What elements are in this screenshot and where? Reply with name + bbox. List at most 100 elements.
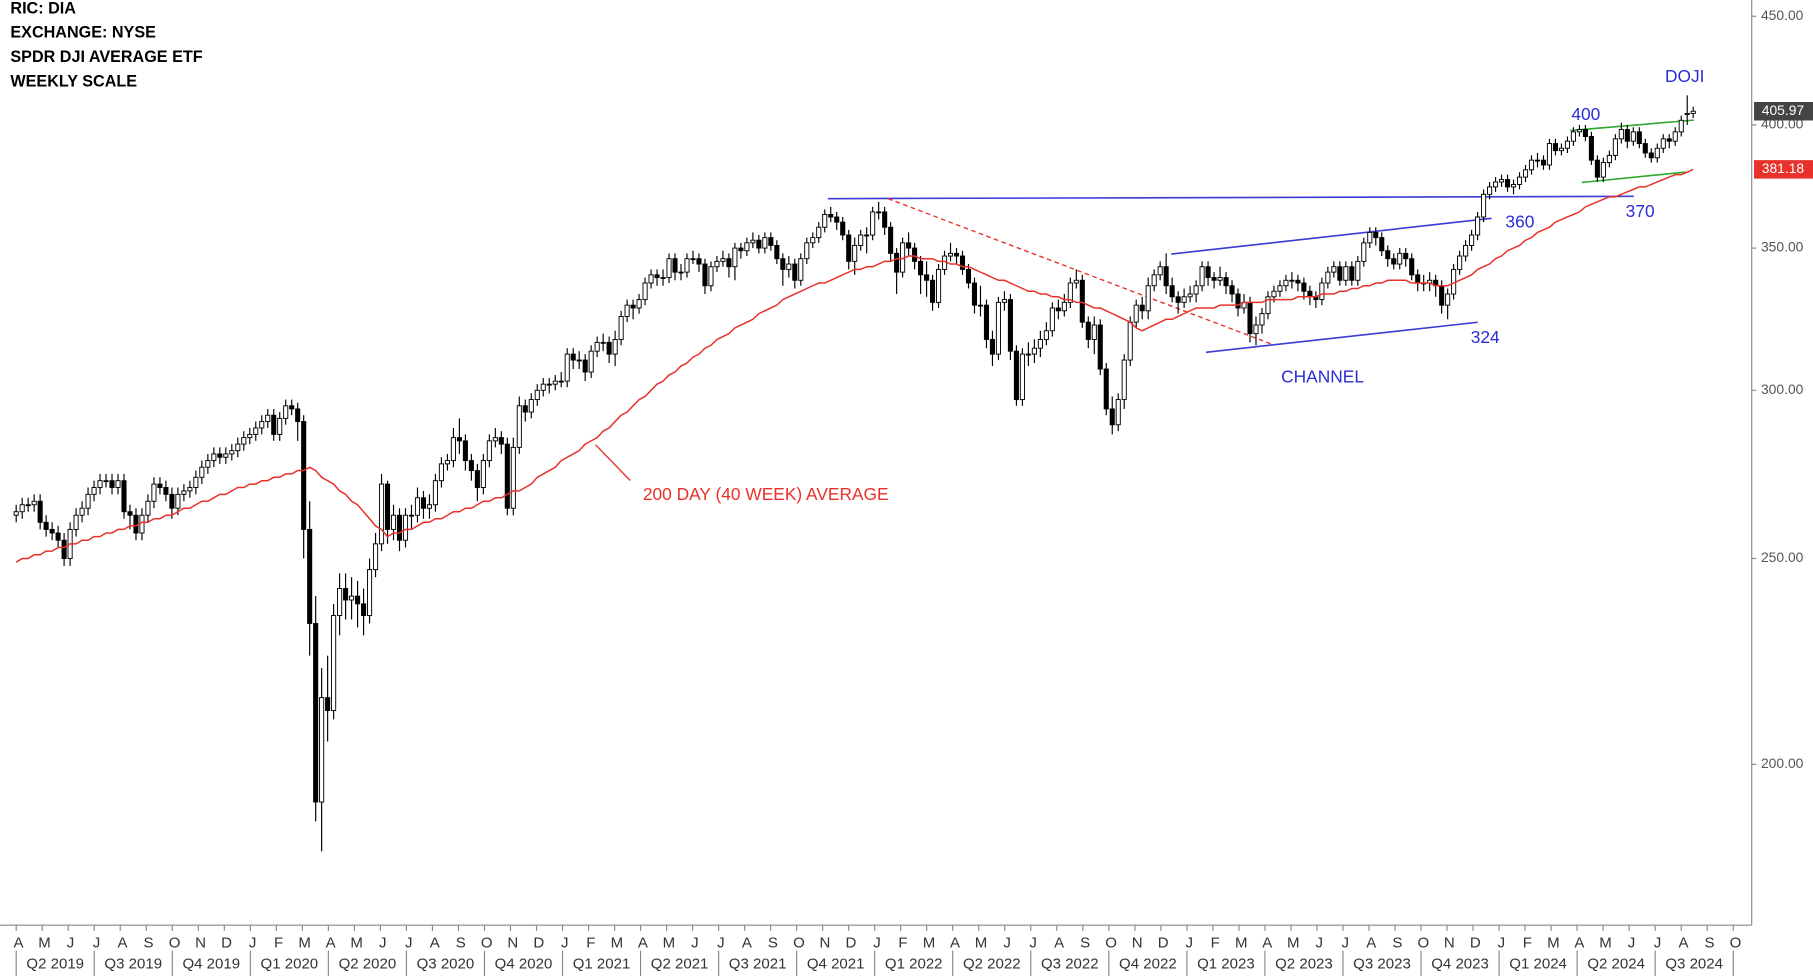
month-label: D	[1470, 935, 1481, 952]
month-label: J	[1185, 935, 1193, 952]
month-label: M	[1287, 935, 1300, 952]
quarter-label: Q1 2020	[261, 955, 319, 972]
candle-body	[1684, 112, 1690, 116]
candle-body	[564, 353, 570, 382]
candle-body	[1594, 159, 1600, 178]
candle-body	[1187, 293, 1193, 298]
candle-body	[810, 237, 816, 244]
candle-body	[1624, 129, 1630, 142]
channel-lower	[1205, 321, 1478, 354]
quarter-label: Q4 2023	[1431, 955, 1489, 972]
resistance-line	[827, 195, 1634, 200]
quarter-label: Q3 2019	[104, 955, 162, 972]
quarter-label: Q1 2024	[1509, 955, 1567, 972]
candle-body	[307, 528, 313, 624]
candle-body	[1343, 266, 1349, 281]
quarter-label: Q2 2019	[26, 955, 84, 972]
candle-body	[1007, 299, 1013, 352]
quarter-label: Q3 2023	[1353, 955, 1411, 972]
month-label: M	[1235, 935, 1248, 952]
candle-body	[690, 258, 696, 261]
candle-body	[1666, 138, 1672, 142]
candle-body	[1265, 296, 1271, 315]
candle-body	[402, 514, 409, 541]
month-label: A	[1574, 935, 1584, 952]
quarter-label: Q4 2019	[182, 955, 240, 972]
candle-body	[570, 353, 576, 361]
candle-body	[552, 380, 558, 385]
candle-body	[103, 480, 109, 483]
candle-body	[750, 239, 756, 244]
candle-body	[1618, 129, 1624, 140]
drawings	[594, 119, 1694, 481]
quarter-label: Q4 2022	[1119, 955, 1177, 972]
candle-body	[289, 405, 295, 410]
candle-body	[876, 211, 882, 214]
quarter-label: Q1 2023	[1197, 955, 1255, 972]
month-label: M	[350, 935, 363, 952]
month-label: A	[430, 935, 440, 952]
ma-price-label: 381.18	[1762, 160, 1805, 176]
month-label: O	[1105, 935, 1117, 952]
quarter-label: Q3 2021	[729, 955, 787, 972]
month-label: D	[533, 935, 544, 952]
candle-body	[1259, 313, 1265, 326]
candle-body	[91, 487, 97, 495]
candle-body	[1253, 324, 1259, 335]
candle-body	[606, 341, 612, 355]
header: RIC: DIA EXCHANGE: NYSE SPDR DJI AVERAGE…	[10, 0, 202, 90]
candle-body	[378, 483, 385, 545]
month-label: M	[975, 935, 988, 952]
candle-body	[702, 263, 708, 287]
candle-body	[816, 226, 822, 239]
candle-body	[953, 252, 960, 257]
candle-body	[630, 304, 636, 309]
candle-body	[762, 237, 768, 249]
candle-body	[576, 359, 582, 362]
candle-body	[1139, 304, 1145, 312]
candle-body	[828, 213, 834, 218]
candle-body	[930, 279, 936, 303]
candle-body	[325, 697, 331, 712]
trend-line	[887, 198, 1273, 345]
month-label: N	[195, 935, 206, 952]
month-label: J	[1342, 935, 1350, 952]
candle-body	[1564, 140, 1570, 149]
month-label: J	[561, 935, 569, 952]
month-label: S	[1705, 935, 1715, 952]
candle-body	[1654, 147, 1660, 159]
candle-body	[1073, 279, 1079, 284]
month-label: O	[793, 935, 805, 952]
quarter-label: Q4 2020	[495, 955, 553, 972]
quarter-label: Q1 2022	[885, 955, 943, 972]
candle-body	[660, 277, 666, 279]
annotation: 400	[1571, 104, 1600, 124]
ma-price-label-box	[1754, 160, 1813, 179]
candle-body	[1307, 290, 1313, 298]
candle-body	[618, 315, 624, 340]
month-label: J	[249, 935, 257, 952]
candle-body	[337, 588, 343, 617]
candle-body	[1037, 338, 1043, 349]
candle-body	[965, 268, 972, 284]
candle-body	[271, 414, 277, 435]
candle-body	[73, 514, 79, 530]
month-label: O	[481, 935, 493, 952]
candle-body	[115, 480, 121, 488]
month-label: J	[1654, 935, 1662, 952]
last-price-label: 405.97	[1762, 102, 1805, 118]
candle-body	[19, 504, 25, 513]
candle-body	[1349, 266, 1355, 281]
candle-body	[1672, 131, 1678, 142]
candle-body	[498, 437, 504, 445]
candle-body	[1546, 143, 1553, 166]
candle-body	[684, 258, 690, 273]
month-label: J	[405, 935, 413, 952]
candle-body	[25, 504, 31, 507]
candle-body	[870, 211, 876, 236]
candle-body	[97, 480, 103, 488]
candle-body	[1247, 301, 1253, 335]
quarter-label: Q2 2020	[339, 955, 397, 972]
candle-body	[1504, 179, 1511, 188]
candle-body	[1109, 408, 1115, 426]
